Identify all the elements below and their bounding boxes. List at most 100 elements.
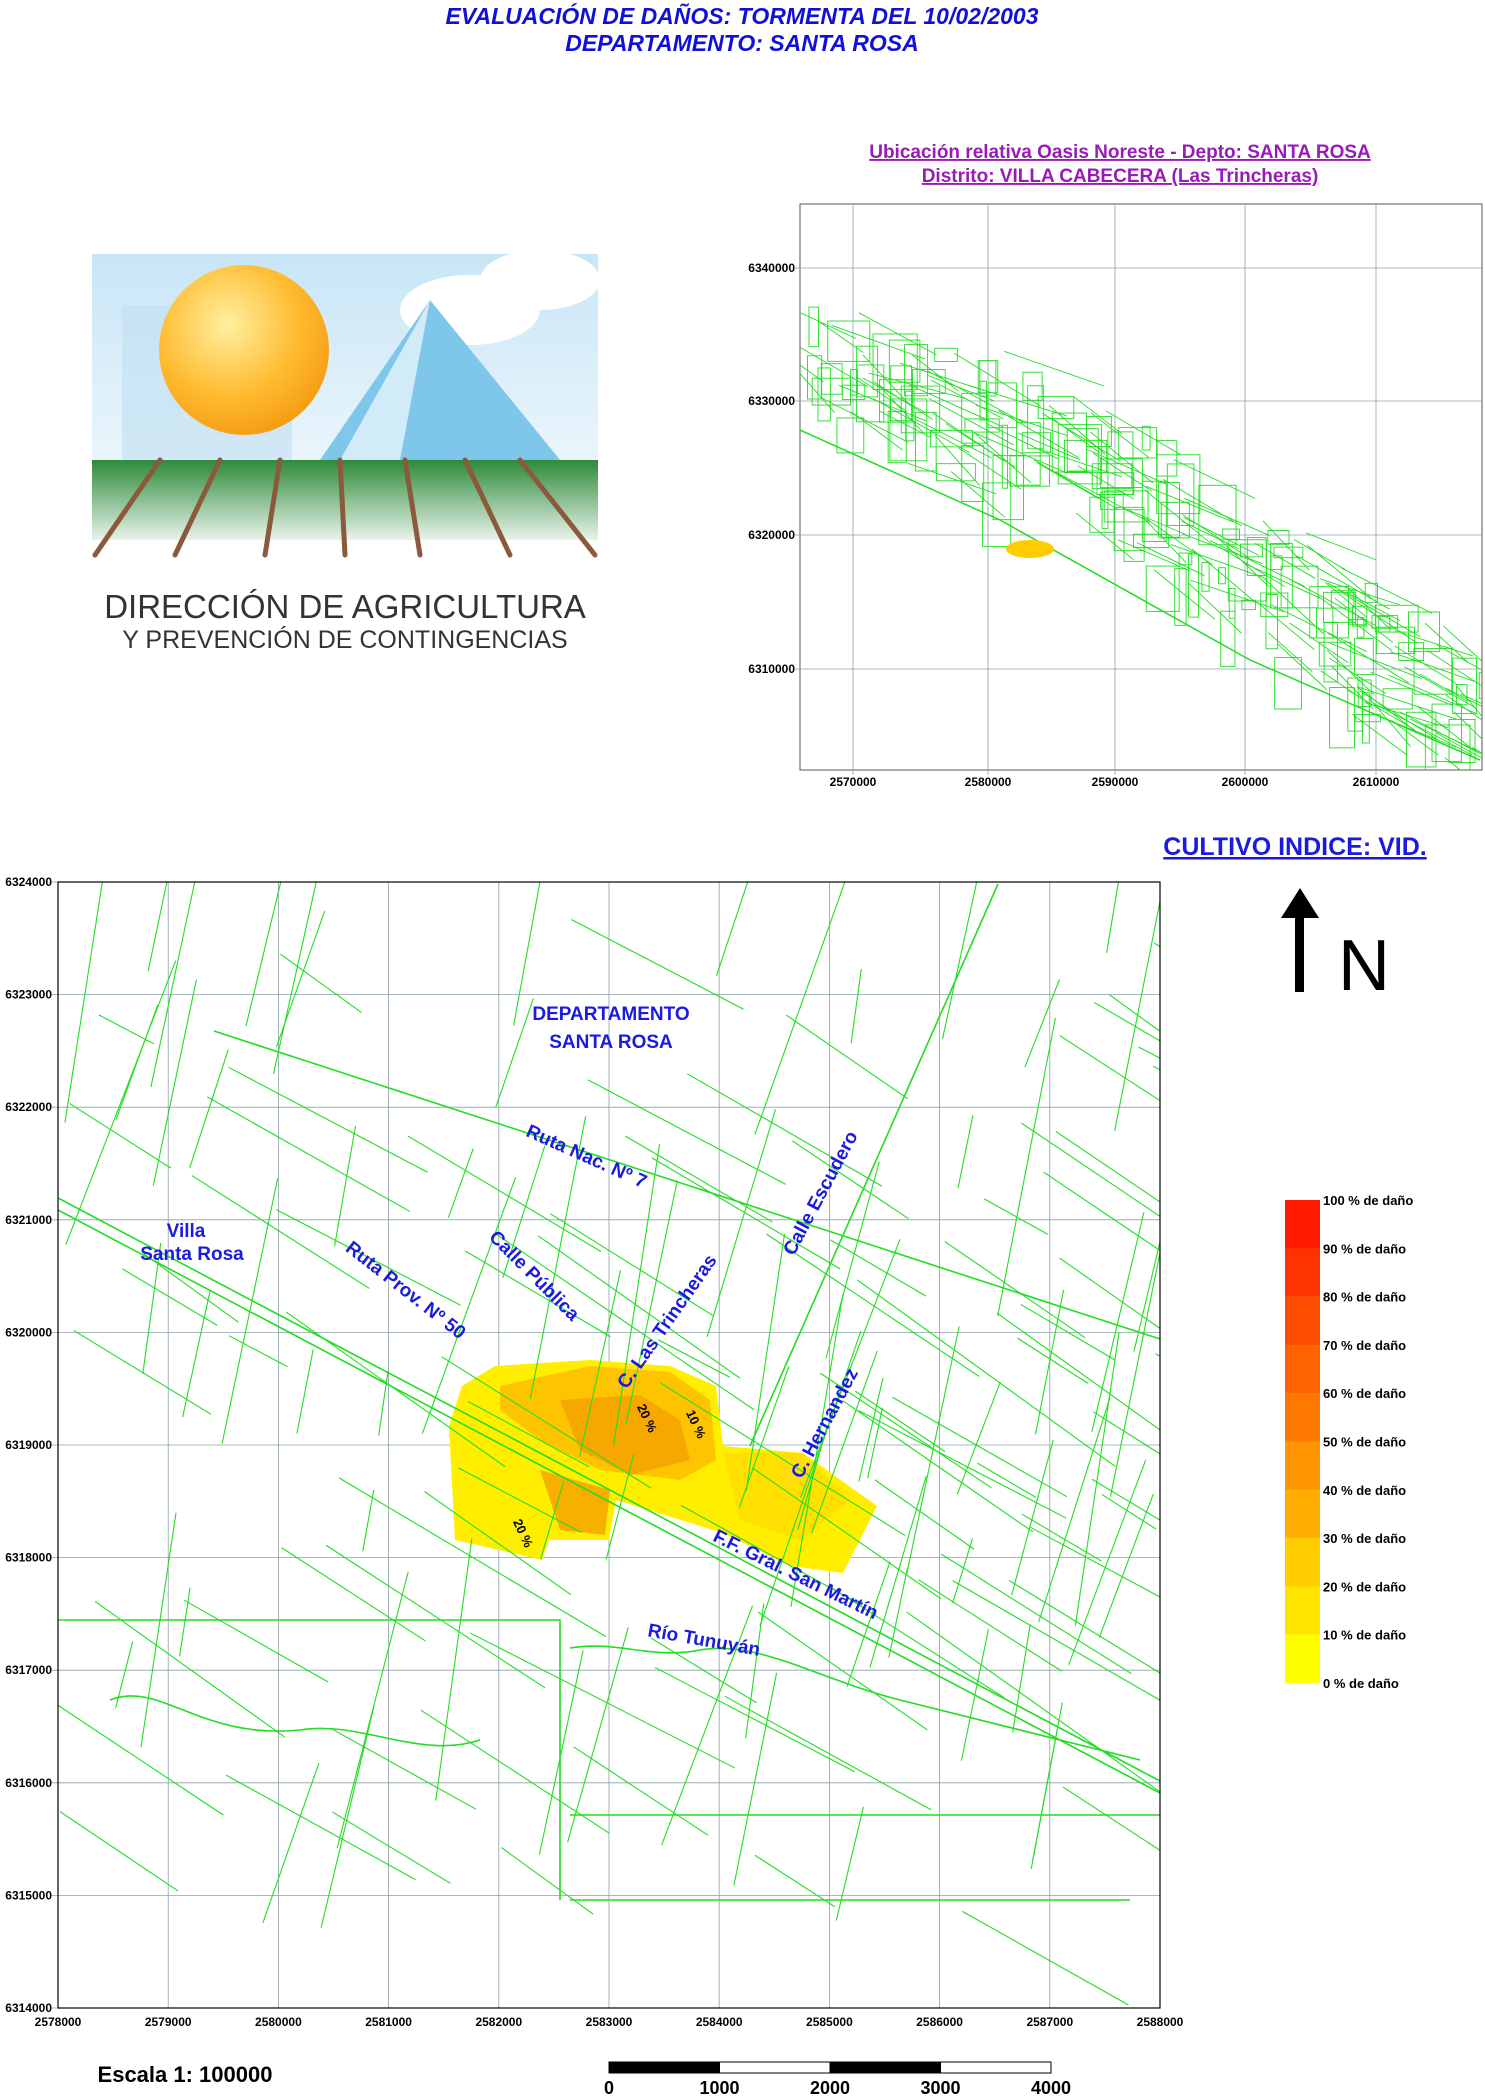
inset-parcel-line	[1327, 582, 1421, 638]
rio-tunuyan-line	[569, 1645, 1141, 1761]
inset-parcel-line	[1443, 625, 1482, 662]
parcel-line	[262, 1762, 320, 1924]
parcel-line	[281, 1547, 426, 1642]
inset-parcel	[1220, 610, 1236, 667]
inset-parcel	[817, 367, 831, 422]
parcel-line	[441, 1356, 652, 1489]
inset-parcel	[1378, 616, 1391, 633]
inset-parcel-line	[1325, 581, 1367, 618]
parcel-line	[495, 998, 535, 1108]
inset-parcel	[1374, 604, 1419, 633]
logo-line1: DIRECCIÓN DE AGRICULTURA	[104, 588, 586, 625]
y-tick-label: 6316000	[5, 1776, 52, 1790]
parcel-line	[225, 1774, 416, 1881]
parcel-line	[464, 1250, 611, 1338]
inset-parcel-line	[1182, 533, 1263, 565]
inset-parcel	[1188, 553, 1200, 618]
inset-parcel-line	[862, 354, 908, 404]
x-tick-label: 2587000	[1026, 2015, 1073, 2029]
inset-parcel-line	[1359, 690, 1437, 740]
inset-parcel	[1265, 593, 1279, 650]
parcel-line	[724, 1695, 932, 1811]
parcel-line	[1030, 1702, 1063, 1870]
inset-parcel	[1166, 463, 1195, 526]
inset-parcel	[1174, 568, 1187, 626]
y-tick-label: 6318000	[5, 1551, 52, 1565]
legend-label: 30 % de daño	[1323, 1531, 1406, 1546]
inset-parcel-line	[1086, 448, 1167, 485]
inset-parcel-line	[1121, 506, 1186, 535]
parcel-line	[1068, 1459, 1147, 1665]
inset-parcel-line	[950, 471, 1006, 518]
legend-label: 50 % de daño	[1323, 1435, 1406, 1450]
parcel-line	[538, 1650, 584, 1855]
label-santa-rosa-villa: Santa Rosa	[140, 1244, 244, 1265]
parcel-line	[407, 1135, 602, 1252]
parcel-line	[962, 1910, 1129, 2006]
inset-parcel	[1376, 626, 1415, 654]
parcel-line	[150, 882, 196, 1088]
inset-parcel	[1141, 480, 1167, 542]
parcel-line	[424, 1491, 572, 1596]
inset-parcel-line	[1189, 579, 1284, 613]
inset-parcel-line	[862, 377, 927, 414]
parcel-line	[587, 1079, 787, 1185]
inset-parcel-line	[1105, 410, 1182, 456]
inset-parcel	[1113, 506, 1145, 552]
inset-parcel-line	[1118, 539, 1191, 572]
parcel-line	[435, 1538, 473, 1801]
y-tick-label: 6324000	[5, 875, 52, 889]
parcel-line	[1059, 1257, 1160, 1330]
inset-parcel-line	[1424, 622, 1469, 663]
parcel-line	[140, 1512, 177, 1748]
parcel-line	[759, 1330, 862, 1627]
parcel-line	[940, 1553, 1132, 1675]
inset-parcel	[856, 345, 879, 398]
inset-parcel-line	[1136, 542, 1205, 576]
inset-parcel-line	[1326, 649, 1375, 695]
parcel-line	[1093, 1411, 1160, 1455]
parcel-line	[338, 1477, 607, 1638]
inset-parcel-line	[1436, 732, 1482, 759]
parcel-line	[1152, 1065, 1160, 1071]
inset-parcel-line	[1419, 673, 1468, 702]
parcel-line	[1059, 1035, 1160, 1102]
legend-swatch	[1285, 1200, 1320, 1249]
inset-parcel-line	[1144, 489, 1213, 545]
inset-x-tick: 2570000	[830, 775, 877, 789]
parcel-line	[332, 1811, 451, 1884]
parcel-line	[495, 1233, 755, 1411]
inset-damage-area	[1006, 540, 1054, 558]
parcel-line	[820, 1372, 992, 1489]
parcel-line	[918, 1579, 1062, 1672]
parcel-line	[280, 953, 362, 1013]
scale-segment	[940, 2061, 1052, 2074]
inset-parcel-line	[1090, 412, 1150, 458]
inset-parcel-line	[1306, 544, 1373, 599]
parcel-line	[850, 969, 862, 1044]
inset-parcel-line	[1188, 583, 1242, 634]
parcel-line	[147, 882, 168, 971]
inset-x-tick: 2610000	[1353, 775, 1400, 789]
inset-parcel-line	[909, 384, 1004, 428]
legend-swatch	[1285, 1441, 1320, 1490]
inset-parcel-line	[1455, 684, 1482, 718]
inset-parcel-line	[1444, 757, 1461, 770]
x-tick-label: 2585000	[806, 2015, 853, 2029]
inset-parcel	[1118, 427, 1158, 459]
inset-parcel	[889, 398, 928, 462]
parcel-line	[549, 1213, 714, 1316]
parcel-line	[1021, 1122, 1160, 1218]
parcel-line	[142, 1242, 162, 1374]
inset-parcel	[930, 429, 974, 448]
inset-parcel-line	[1191, 548, 1254, 601]
main-map: 2578000 2579000 2580000 2581000 2582000 25830…	[5, 875, 1183, 2029]
legend-label: 40 % de daño	[1323, 1483, 1406, 1498]
inset-parcel-line	[1267, 632, 1313, 673]
parcel-line	[1021, 1513, 1102, 1562]
inset-parcel-line	[1293, 539, 1346, 571]
inset-parcel	[1361, 692, 1370, 744]
parcel-line	[69, 1102, 172, 1169]
inset-parcel-line	[1446, 688, 1482, 708]
inset-parcel-line	[819, 396, 909, 443]
